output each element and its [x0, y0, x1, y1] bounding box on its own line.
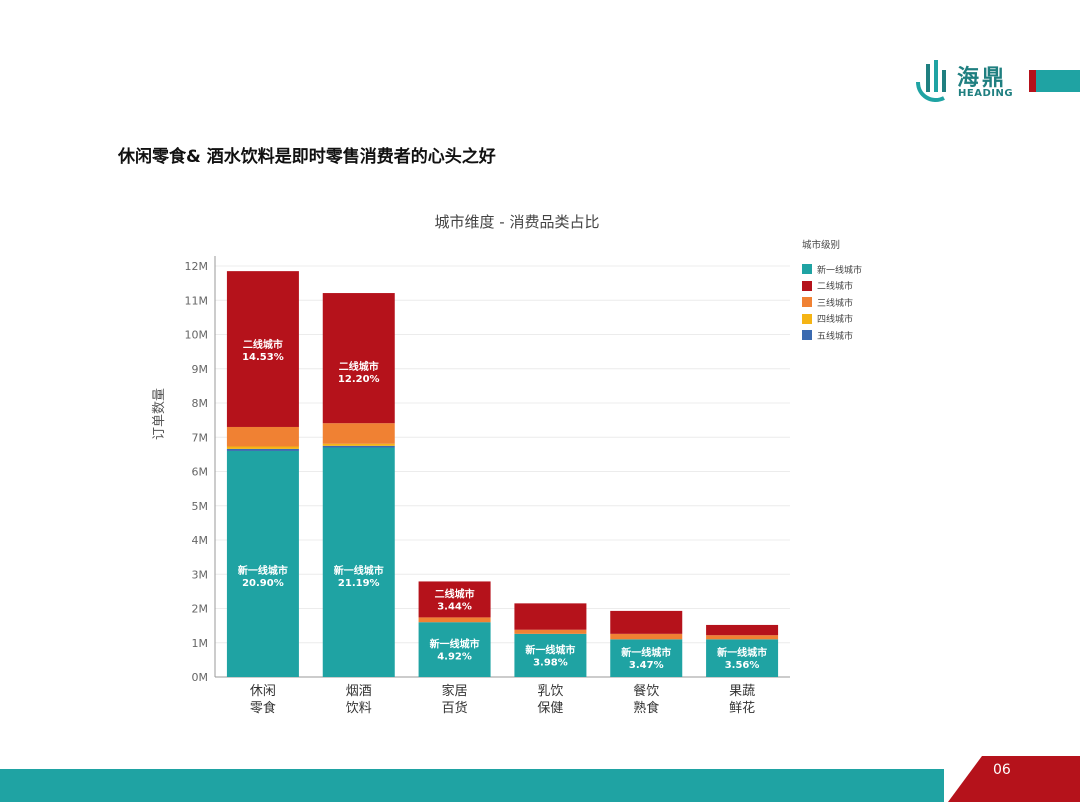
bar-segment: [322, 445, 395, 448]
data-label-name: 新一线城市: [621, 646, 671, 659]
data-label-name: 二线城市: [243, 338, 283, 351]
y-tick-label: 10M: [185, 329, 209, 342]
legend-item: 四线城市: [802, 311, 862, 328]
legend-swatch: [802, 297, 812, 308]
data-label-name: 二线城市: [339, 360, 379, 373]
bar-segment: [226, 448, 299, 451]
data-label-name: 新一线城市: [334, 564, 384, 577]
header-accent-teal: [1036, 70, 1080, 92]
page-headline: 休闲零食& 酒水饮料是即时零售消费者的心头之好: [118, 147, 496, 167]
bar-segment: [322, 293, 395, 424]
bar-segment: [226, 450, 299, 677]
data-label-value: 12.20%: [338, 374, 380, 385]
data-label-value: 21.19%: [338, 578, 380, 589]
footer-band: [0, 769, 944, 802]
bar-segment: [418, 581, 491, 618]
x-tick-label: 烟酒: [346, 684, 372, 699]
heading-logo-mark: [916, 60, 946, 102]
data-label-value: 3.56%: [725, 660, 760, 671]
bar-segment: [514, 603, 587, 630]
legend-item: 新一线城市: [802, 261, 862, 278]
y-tick-label: 5M: [192, 500, 209, 513]
logo-name-en: HEADING: [958, 88, 1014, 99]
bar-segment: [322, 447, 395, 677]
data-label-value: 3.98%: [533, 657, 568, 668]
legend-label: 二线城市: [817, 282, 854, 293]
chart-title: 城市维度 - 消费品类占比: [434, 213, 600, 231]
x-tick-label: 饮料: [346, 701, 372, 716]
data-label-name: 新一线城市: [717, 646, 767, 659]
legend-swatch: [802, 264, 812, 275]
y-tick-label: 4M: [192, 534, 209, 547]
bar-segment: [610, 610, 683, 634]
bar-segment: [514, 629, 587, 634]
y-tick-label: 2M: [192, 603, 209, 616]
y-tick-label: 11M: [185, 294, 209, 307]
x-tick-label: 保健: [537, 701, 563, 716]
data-label-name: 新一线城市: [430, 638, 480, 651]
legend-label: 三线城市: [817, 298, 854, 309]
x-tick-label: 熟食: [633, 700, 659, 716]
x-tick-label: 果蔬: [729, 684, 755, 699]
bar-segment: [418, 622, 491, 677]
y-tick-label: 0M: [192, 671, 209, 684]
logo-name-cn: 海鼎: [957, 66, 1008, 91]
bar-segment: [706, 635, 779, 640]
y-tick-label: 7M: [192, 431, 209, 444]
legend-label: 新一线城市: [817, 265, 863, 276]
bar-segment: [322, 423, 395, 444]
bar-segment: [610, 639, 683, 677]
legend-label: 四线城市: [817, 315, 854, 326]
data-label-value: 3.44%: [437, 601, 472, 612]
y-tick-label: 6M: [192, 466, 209, 479]
bar-segment: [322, 443, 395, 446]
legend-item: 二线城市: [802, 278, 862, 295]
page-number: 06: [993, 762, 1011, 778]
legend-swatch: [802, 280, 812, 291]
x-tick-label: 鲜花: [729, 700, 755, 716]
bar-segment: [226, 446, 299, 449]
legend-item: 三线城市: [802, 294, 862, 311]
x-tick-label: 零食: [250, 700, 276, 716]
y-tick-label: 12M: [185, 260, 209, 273]
x-tick-label: 百货: [442, 700, 468, 716]
bar-segment: [418, 617, 491, 623]
x-tick-label: 餐饮: [633, 683, 659, 699]
header-accent-red: [1029, 70, 1036, 92]
bar-segment: [226, 426, 299, 447]
data-label-value: 14.53%: [242, 352, 284, 363]
bar-segment: [514, 633, 587, 677]
data-label-value: 3.47%: [629, 660, 664, 671]
bar-segment: [706, 639, 779, 677]
legend-swatch: [802, 330, 812, 341]
x-tick-label: 乳饮: [537, 684, 563, 699]
bar-segment: [706, 624, 779, 636]
data-label-name: 新一线城市: [525, 643, 575, 656]
y-tick-label: 9M: [192, 363, 209, 376]
chart-legend: 城市级别 新一线城市二线城市三线城市四线城市五线城市: [802, 237, 862, 344]
data-label-value: 20.90%: [242, 578, 284, 589]
bar-segment: [610, 633, 683, 640]
x-tick-label: 家居: [442, 683, 468, 699]
y-tick-label: 8M: [192, 397, 209, 410]
legend-label: 五线城市: [817, 331, 854, 342]
data-label-name: 二线城市: [435, 587, 475, 600]
x-tick-label: 休闲: [250, 684, 276, 699]
y-tick-label: 1M: [192, 637, 209, 650]
data-label-value: 4.92%: [437, 652, 472, 663]
bar-segment: [226, 271, 299, 427]
data-label-name: 新一线城市: [238, 564, 288, 577]
y-tick-label: 3M: [192, 568, 209, 581]
legend-title: 城市级别: [802, 240, 841, 251]
legend-swatch: [802, 313, 812, 324]
legend-item: 五线城市: [802, 327, 862, 344]
